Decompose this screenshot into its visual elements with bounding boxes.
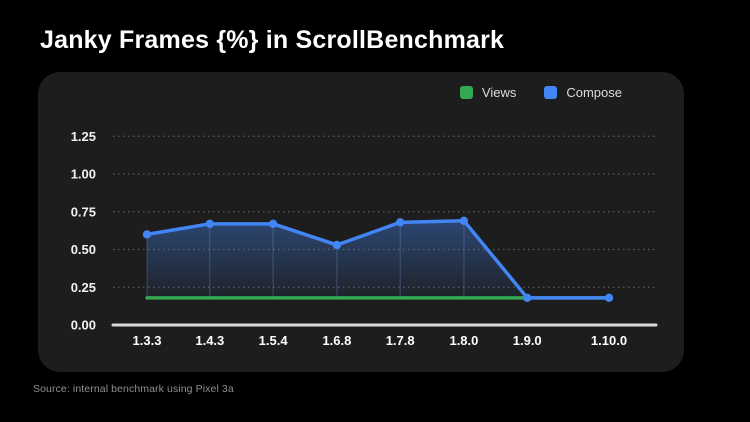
line-chart: 0.00 0.25 0.50 0.75 1.00 1.25 1.3.3 1.4.3 1.5.4 1… <box>71 129 658 348</box>
y-tick-label: 0.00 <box>71 318 96 333</box>
compose-data-point <box>205 219 215 229</box>
x-tick-label: 1.9.0 <box>513 333 542 348</box>
compose-data-point <box>523 293 532 303</box>
views-legend-label: Views <box>481 85 517 100</box>
x-tick-label: 1.5.4 <box>259 333 289 348</box>
x-tick-label: 1.8.0 <box>449 333 478 348</box>
page-title: Janky Frames {%} in ScrollBenchmark <box>40 26 505 54</box>
compose-data-point <box>459 216 469 226</box>
compose-data-point <box>395 218 405 227</box>
y-tick-label: 0.25 <box>71 280 96 295</box>
x-tick-label: 1.6.8 <box>322 333 351 348</box>
source-note: Source: internal benchmark using Pixel 3… <box>33 383 234 395</box>
y-tick-label: 0.50 <box>71 242 96 257</box>
legend-item-views: Views <box>459 85 517 100</box>
y-tick-label: 1.00 <box>71 167 96 182</box>
compose-data-point <box>604 293 614 303</box>
compose-area-fill <box>147 220 609 298</box>
chart-card: 0.00 0.25 0.50 0.75 1.00 1.25 1.3.3 1.4.3 1.5.4 1… <box>38 72 684 372</box>
chart-legend: Views Compose <box>459 85 622 100</box>
y-tick-label: 0.75 <box>71 204 96 219</box>
compose-line <box>145 219 611 300</box>
views-legend-swatch <box>459 86 473 99</box>
legend-item-compose: Compose <box>544 85 622 100</box>
compose-legend-label: Compose <box>566 85 622 100</box>
x-tick-label: 1.4.3 <box>195 333 224 348</box>
x-tick-label: 1.3.3 <box>133 333 162 348</box>
y-tick-label: 1.25 <box>71 129 96 144</box>
compose-data-point <box>268 219 278 229</box>
x-tick-label: 1.10.0 <box>591 333 627 348</box>
x-tick-label: 1.7.8 <box>386 333 415 348</box>
compose-legend-swatch <box>544 86 558 99</box>
compose-data-point <box>332 240 342 250</box>
compose-data-point <box>142 230 152 239</box>
